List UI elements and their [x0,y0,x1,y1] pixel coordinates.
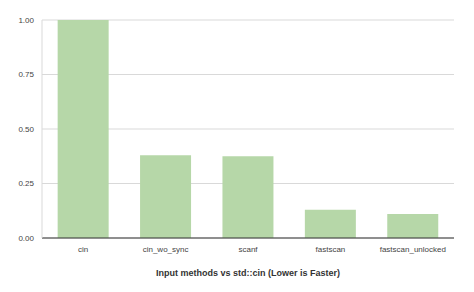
svg-text:cin: cin [78,245,88,254]
svg-text:0.00: 0.00 [18,234,34,243]
svg-text:scanf: scanf [238,245,258,254]
svg-text:0.25: 0.25 [18,179,34,188]
svg-text:cin_wo_sync: cin_wo_sync [143,245,189,254]
svg-text:1.00: 1.00 [18,16,34,25]
svg-text:0.50: 0.50 [18,125,34,134]
svg-text:0.75: 0.75 [18,70,34,79]
svg-text:fastscan: fastscan [316,245,346,254]
svg-text:Input methods vs std::cin (Low: Input methods vs std::cin (Lower is Fast… [156,268,340,278]
svg-text:fastscan_unlocked: fastscan_unlocked [380,245,446,254]
